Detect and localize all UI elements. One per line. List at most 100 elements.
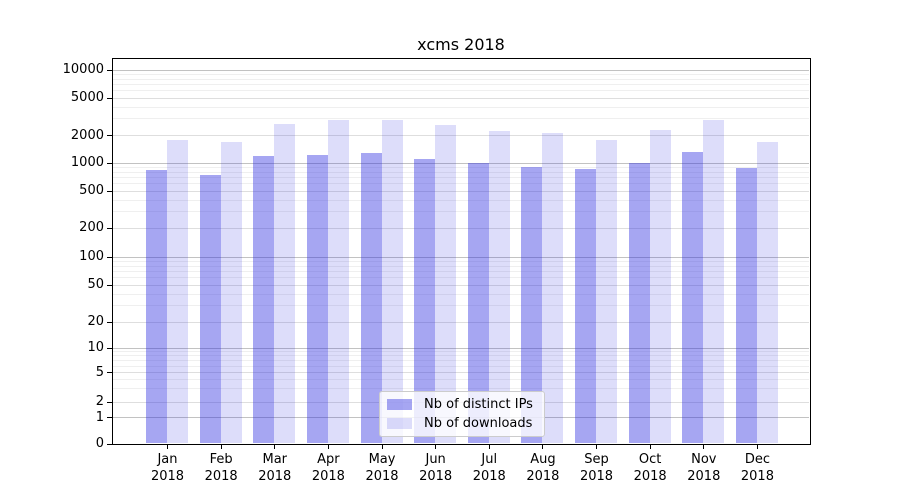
ytick-mark-0 [107,443,112,445]
ytick-label-2: 2 [95,394,104,409]
gridline-y-80 [113,265,809,267]
bar-nb-of-downloads-mar [274,123,296,443]
gridline-y-9 [113,351,809,353]
gridline-y-5 [113,372,809,373]
xtick-mark-nov [703,444,705,449]
gridline-y-7000 [113,83,809,85]
xtick-label-jun: Jun 2018 [419,452,453,484]
ytick-label-5: 5 [95,364,104,380]
legend-item-distinct-ips: Nb of distinct IPs [387,397,536,412]
xtick-label-jul: Jul 2018 [472,452,506,484]
xtick-label-feb: Feb 2018 [204,452,238,484]
ytick-label-500: 500 [79,183,104,198]
legend: Nb of distinct IPs Nb of downloads [379,391,545,437]
ytick-mark-1 [107,417,112,419]
bar-nb-of-downloads-sep [596,139,618,443]
xtick-mark-dec [756,444,758,449]
bar-nb-of-distinct-ips-jul [467,162,489,443]
gridline-y-10000 [113,69,809,71]
gridline-y-200 [113,227,809,229]
gridline-y-5000 [113,97,809,99]
gridline-y-8000 [113,78,809,80]
xtick-label-jan: Jan 2018 [150,452,185,484]
bar-nb-of-distinct-ips-aug [521,167,543,443]
gridline-y-70 [113,270,809,272]
bar-nb-of-distinct-ips-mar [253,156,275,443]
gridline-y-2000 [113,135,809,136]
ytick-label-50: 50 [87,277,104,292]
legend-swatch-downloads [387,418,412,429]
ytick-mark-10000 [107,69,112,71]
ytick-label-20: 20 [87,314,104,329]
xtick-label-may: May 2018 [365,452,399,484]
gridline-y-700 [113,176,809,178]
bar-nb-of-distinct-ips-apr [306,155,328,443]
legend-label-downloads: Nb of downloads [424,416,533,431]
gridline-y-300 [113,211,809,213]
xtick-label-sep: Sep 2018 [579,452,614,484]
ytick-mark-2 [107,401,112,403]
xtick-mark-jun [435,444,437,449]
gridline-y-7 [113,360,809,362]
xtick-label-oct: Oct 2018 [633,452,667,484]
gridline-y-6000 [113,90,809,92]
bar-nb-of-distinct-ips-sep [575,169,597,443]
ytick-mark-2000 [107,135,112,136]
xtick-mark-feb [220,444,222,449]
xtick-mark-oct [649,444,651,449]
xtick-mark-mar [274,444,276,449]
gridline-y-10 [113,347,809,349]
gridline-y-30 [113,305,809,307]
xtick-label-mar: Mar 2018 [258,452,292,484]
bar-nb-of-distinct-ips-jun [414,158,436,443]
gridline-y-3000 [113,118,809,120]
xtick-mark-may [381,444,383,449]
bar-nb-of-downloads-jan [167,139,188,443]
bar-nb-of-downloads-jun [435,125,457,443]
xtick-mark-sep [596,444,598,449]
xtick-label-apr: Apr 2018 [311,452,345,484]
gridline-y-40 [113,293,809,295]
ytick-label-1000: 1000 [70,155,104,170]
bar-nb-of-distinct-ips-jan [146,170,167,443]
gridline-y-600 [113,183,809,185]
ytick-label-2000: 2000 [70,127,104,143]
ytick-mark-500 [107,190,112,192]
ytick-mark-5 [107,372,112,373]
bar-nb-of-downloads-apr [327,120,349,443]
ytick-mark-100 [107,256,112,258]
ytick-mark-5000 [107,97,112,99]
gridline-y-900 [113,166,809,168]
xtick-label-dec: Dec 2018 [740,452,774,484]
xtick-mark-aug [542,444,544,449]
legend-label-distinct-ips: Nb of distinct IPs [424,397,533,412]
gridline-y-90 [113,260,809,262]
ytick-mark-1000 [107,162,112,164]
bar-nb-of-distinct-ips-feb [199,174,221,443]
gridline-y-500 [113,190,809,192]
gridline-y-4 [113,379,809,381]
bar-nb-of-downloads-oct [649,129,671,443]
gridline-y-4000 [113,106,809,108]
ytick-label-5000: 5000 [70,90,104,105]
bar-nb-of-distinct-ips-dec [735,168,757,443]
gridline-y-6 [113,365,809,367]
ytick-label-0: 0 [95,436,104,451]
gridline-y-60 [113,277,809,279]
legend-swatch-distinct-ips [387,399,412,410]
xtick-label-aug: Aug 2018 [526,452,560,484]
ytick-label-200: 200 [79,220,104,235]
bar-nb-of-downloads-dec [756,141,778,443]
chart-title: xcms 2018 [417,35,505,54]
legend-item-downloads: Nb of downloads [387,416,536,431]
bar-nb-of-downloads-jul [488,131,510,443]
bar-nb-of-downloads-feb [220,141,242,443]
ytick-mark-50 [107,284,112,286]
gridline-y-100 [113,256,809,258]
bar-nb-of-distinct-ips-nov [682,151,704,443]
gridline-y-800 [113,171,809,173]
bar-nb-of-distinct-ips-oct [628,162,650,443]
xtick-label-nov: Nov 2018 [687,452,721,484]
ytick-label-100: 100 [79,249,104,264]
